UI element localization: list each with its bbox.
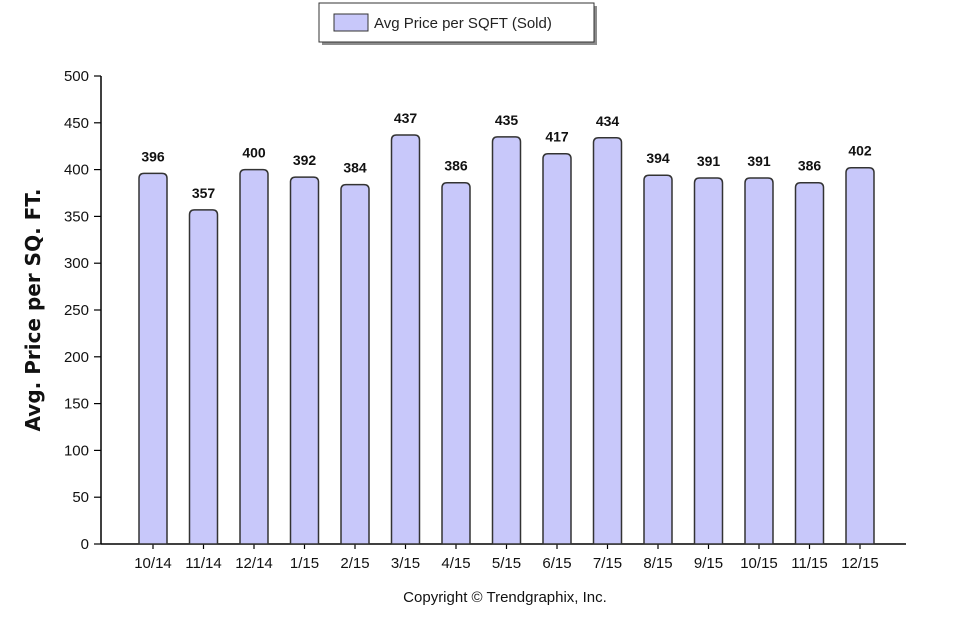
- y-tick-label: 150: [64, 396, 89, 413]
- y-tick-label: 400: [64, 162, 89, 179]
- x-tick-label: 1/15: [290, 555, 319, 572]
- bar: [188, 209, 219, 545]
- x-tick-label: 12/15: [841, 555, 879, 572]
- x-tick-label: 7/15: [593, 555, 622, 572]
- x-tick-label: 11/15: [791, 555, 827, 572]
- data-label: 394: [646, 150, 670, 166]
- data-label: 392: [293, 152, 317, 168]
- x-tick-label: 4/15: [441, 555, 470, 572]
- data-label: 391: [697, 153, 721, 169]
- x-tick-label: 11/14: [185, 555, 221, 572]
- data-label: 434: [596, 113, 620, 129]
- bar: [542, 152, 572, 545]
- x-ticks: 10/14 11/14 12/14 1/15 2/15 3/15 4/15 5/15 6/15 7…: [134, 544, 879, 572]
- data-label: 400: [242, 145, 266, 161]
- y-axis-label: Avg. Price per SQ. FT.: [21, 189, 45, 432]
- bar: [491, 136, 522, 545]
- x-tick-label: 8/15: [643, 555, 672, 572]
- bar: [289, 176, 320, 545]
- x-tick-label: 12/14: [235, 555, 273, 572]
- data-label: 396: [141, 148, 165, 164]
- legend: Avg Price per SQFT (Sold): [318, 2, 597, 45]
- bar: [643, 174, 673, 545]
- data-label: 417: [545, 129, 569, 145]
- bar: [441, 181, 471, 545]
- bar: [390, 134, 421, 545]
- copyright-text: Copyright © Trendgraphix, Inc.: [403, 589, 607, 606]
- data-label: 437: [394, 110, 418, 126]
- x-tick-label: 9/15: [694, 555, 723, 572]
- bar: [794, 181, 825, 545]
- legend-label: Avg Price per SQFT (Sold): [374, 15, 552, 32]
- data-label: 402: [848, 143, 872, 159]
- y-tick-label: 500: [64, 68, 89, 85]
- y-tick-label: 100: [64, 442, 89, 459]
- y-tick-label: 350: [64, 208, 89, 225]
- bar: [693, 177, 724, 545]
- data-label: 435: [495, 112, 519, 128]
- bar: [592, 137, 623, 545]
- bar: [744, 177, 774, 545]
- x-tick-label: 10/15: [740, 555, 778, 572]
- bars: [138, 134, 875, 545]
- bar: [340, 183, 370, 545]
- y-tick-label: 300: [64, 255, 89, 272]
- y-tick-label: 50: [72, 489, 89, 506]
- bar: [845, 166, 875, 545]
- y-tick-label: 450: [64, 115, 89, 132]
- y-tick-label: 200: [64, 349, 89, 366]
- x-tick-label: 3/15: [391, 555, 420, 572]
- data-label: 384: [343, 160, 367, 176]
- bar: [239, 168, 269, 545]
- x-tick-label: 6/15: [542, 555, 571, 572]
- legend-swatch: [333, 13, 369, 32]
- x-tick-label: 10/14: [134, 555, 172, 572]
- y-tick-label: 0: [81, 536, 89, 553]
- bar: [138, 172, 168, 545]
- y-tick-label: 250: [64, 302, 89, 319]
- data-labels: 396 357 400 392 384 437 386 435 417 434 394 391 391 3…: [141, 110, 872, 201]
- data-label: 357: [192, 185, 216, 201]
- data-label: 391: [747, 153, 771, 169]
- data-label: 386: [798, 158, 822, 174]
- data-label: 386: [444, 158, 468, 174]
- y-ticks: 0 50 100 150 200 250 300 350 400 450 500: [64, 68, 101, 553]
- x-tick-label: 2/15: [340, 555, 369, 572]
- x-tick-label: 5/15: [492, 555, 521, 572]
